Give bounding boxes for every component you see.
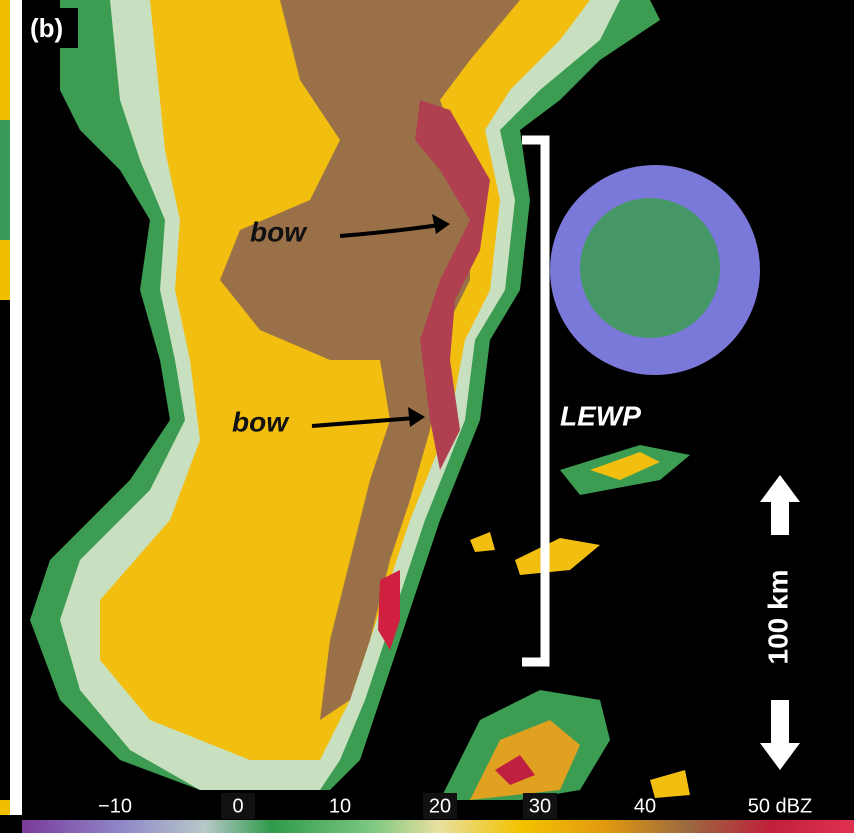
colorbar-tick-label: 20 xyxy=(429,795,451,817)
lewp-label: LEWP xyxy=(560,400,641,431)
colorbar-tick-label: 40 xyxy=(634,795,656,817)
colorbar-tick-label: 30 xyxy=(529,795,551,817)
bow-label: bow xyxy=(232,406,290,437)
colorbar-tick-label: 0 xyxy=(232,795,243,817)
colorbar-tick-label: −10 xyxy=(98,795,132,817)
clear-air-echo xyxy=(580,198,720,338)
colorbar xyxy=(22,820,854,833)
left-panel-edge xyxy=(0,300,10,800)
scale-label: 100 km xyxy=(762,570,793,665)
bow-label: bow xyxy=(250,216,308,247)
colorbar-tick-label: 50 dBZ xyxy=(748,795,812,817)
panel-separator xyxy=(10,0,22,815)
radar-figure: (b) bow bow LEWP 100 km −10 0 10 20 30 40 50 d… xyxy=(0,0,854,833)
left-panel-edge xyxy=(0,120,10,240)
colorbar-tick-label: 10 xyxy=(329,795,351,817)
panel-label: (b) xyxy=(30,13,63,43)
